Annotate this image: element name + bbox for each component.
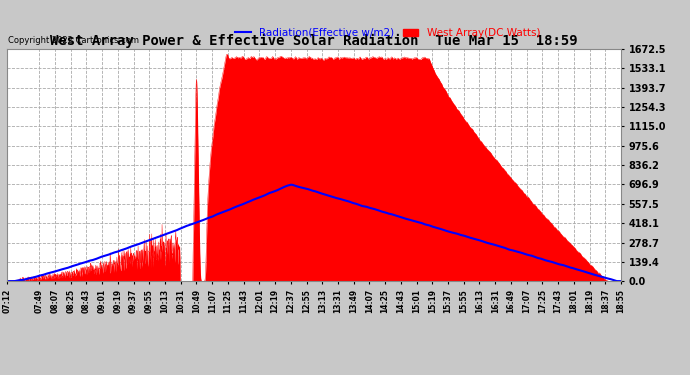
- Title: West Array Power & Effective Solar Radiation  Tue Mar 15  18:59: West Array Power & Effective Solar Radia…: [50, 33, 578, 48]
- Text: Copyright 2022 Cartronics.com: Copyright 2022 Cartronics.com: [8, 36, 139, 45]
- Legend: Radiation(Effective w/m2), West Array(DC Watts): Radiation(Effective w/m2), West Array(DC…: [231, 24, 544, 42]
